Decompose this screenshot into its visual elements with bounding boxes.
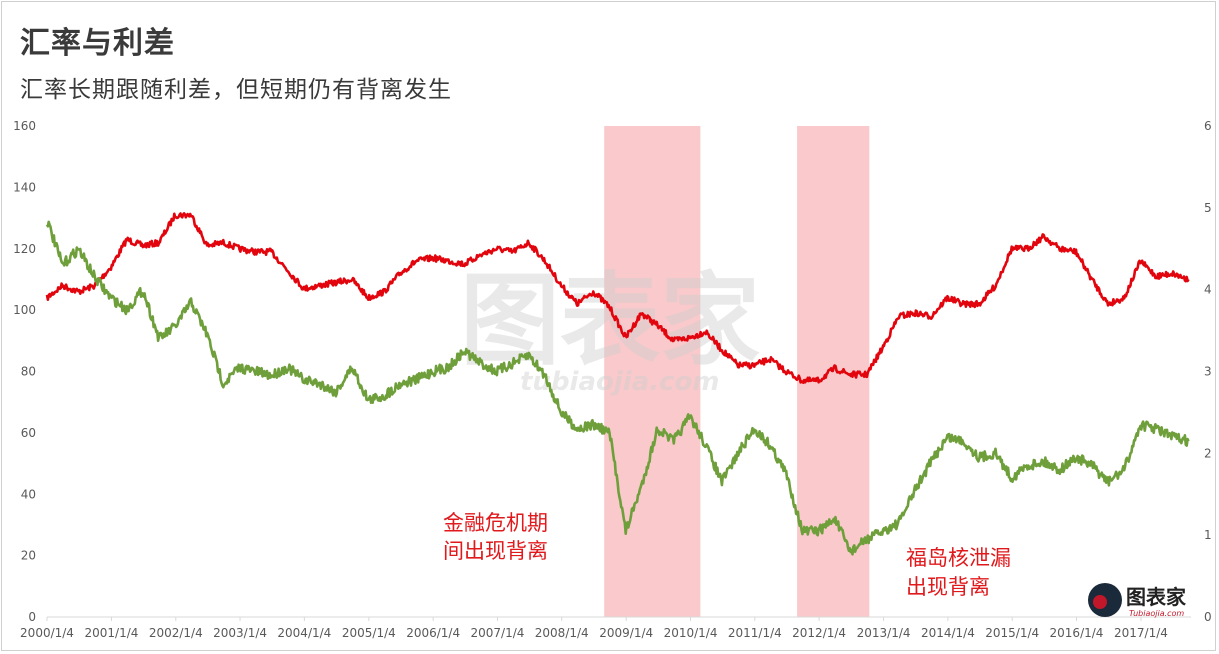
y-right-tick-label: 4 — [1204, 283, 1212, 297]
chart-subtitle: 汇率长期跟随利差，但短期仍有背离发生 — [20, 77, 452, 103]
annotation-crisis: 金融危机期 间出现背离 — [443, 511, 548, 563]
watermark-main: 图表家 — [460, 262, 760, 379]
x-tick-label: 2005/1/4 — [342, 626, 396, 640]
y-right-tick-label: 2 — [1204, 446, 1212, 460]
annotation-fukushima: 福岛核泄漏 出现背离 — [906, 546, 1011, 599]
x-tick-label: 2017/1/4 — [1114, 626, 1168, 640]
x-tick-label: 2008/1/4 — [535, 626, 589, 640]
series-line-spread — [45, 220, 1190, 556]
axes: 0 20 40 60 80 100 120 140 160 0 1 2 3 4 5 6 2000/1/4 2001… — [13, 119, 1212, 640]
x-tick-label: 2014/1/4 — [921, 626, 975, 640]
y-right-tick-label: 0 — [1204, 610, 1212, 624]
logo-headphone-icon — [1093, 595, 1107, 609]
x-tick-label: 2011/1/4 — [728, 626, 782, 640]
watermark: 图表家 tubiaojia.com — [460, 262, 760, 397]
x-tick-label: 2013/1/4 — [857, 626, 911, 640]
y-left-tick-label: 0 — [28, 610, 36, 624]
x-tick-label: 2007/1/4 — [470, 626, 524, 640]
x-tick-label: 2010/1/4 — [664, 626, 718, 640]
annotation-fukushima-line2: 出现背离 — [906, 575, 990, 599]
y-left-tick-label: 160 — [13, 119, 36, 133]
y-right-tick-label: 6 — [1204, 119, 1212, 133]
annotation-fukushima-line1: 福岛核泄漏 — [906, 546, 1011, 570]
series-line-fx — [45, 212, 1190, 384]
watermark-sub: tubiaojia.com — [520, 367, 719, 397]
highlight-band-1 — [604, 126, 701, 617]
x-tick-label: 2012/1/4 — [792, 626, 846, 640]
y-left-tick-label: 100 — [13, 303, 36, 317]
chart-title: 汇率与利差 — [20, 26, 175, 61]
y-right-tick-label: 5 — [1204, 201, 1212, 215]
y-left-tick-label: 80 — [21, 365, 36, 379]
y-right-tick-label: 3 — [1204, 365, 1212, 379]
brand-logo: 图表家 Tubiaojia.com — [1088, 583, 1187, 618]
x-tick-label: 2006/1/4 — [406, 626, 460, 640]
x-tick-label: 2003/1/4 — [213, 626, 267, 640]
y-left-tick-label: 40 — [21, 487, 36, 501]
y-left-tick-label: 20 — [21, 549, 36, 563]
logo-name: 图表家 — [1126, 585, 1187, 609]
x-tick-label: 2001/1/4 — [85, 626, 139, 640]
annotation-crisis-line1: 金融危机期 — [443, 511, 548, 535]
y-right-tick-label: 1 — [1204, 528, 1212, 542]
y-left-tick-label: 140 — [13, 180, 36, 194]
x-tick-label: 2009/1/4 — [599, 626, 653, 640]
annotation-crisis-line2: 间出现背离 — [443, 539, 548, 563]
x-tick-label: 2004/1/4 — [277, 626, 331, 640]
x-tick-label: 2002/1/4 — [149, 626, 203, 640]
logo-sub: Tubiaojia.com — [1129, 609, 1184, 618]
y-left-tick-label: 60 — [21, 426, 36, 440]
x-tick-label: 2016/1/4 — [1050, 626, 1104, 640]
x-tick-label: 2015/1/4 — [985, 626, 1039, 640]
series-lines — [45, 212, 1190, 556]
x-tick-label: 2000/1/4 — [20, 626, 74, 640]
y-left-tick-label: 120 — [13, 242, 36, 256]
